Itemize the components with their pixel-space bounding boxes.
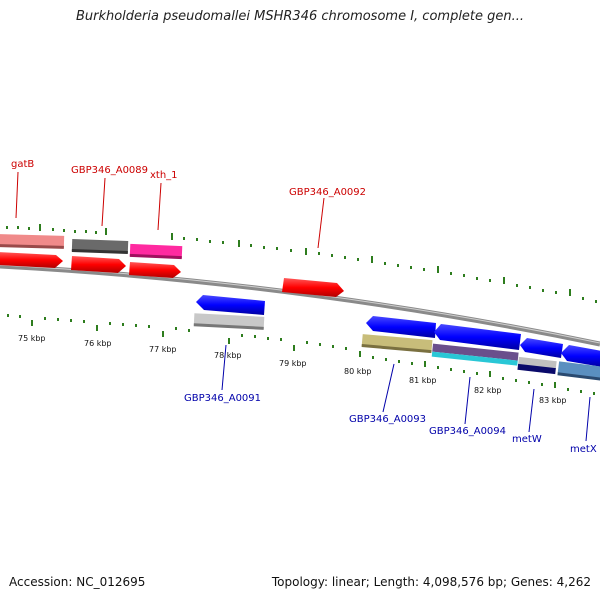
scale-label: 77 kbp: [149, 345, 177, 354]
metW-label[interactable]: metW: [512, 434, 542, 445]
scale-label: 83 kbp: [539, 396, 567, 405]
metX-gene[interactable]: [557, 361, 600, 381]
scale-label: 79 kbp: [279, 359, 307, 368]
scale-label: 78 kbp: [214, 351, 242, 360]
GBP346_A0093-gene[interactable]: [361, 334, 433, 354]
xth_1-leader-line: [157, 182, 162, 231]
map-title: Burkholderia pseudomallei MSHR346 chromo…: [75, 9, 525, 24]
GBP346_A0091-leader-line: [221, 344, 227, 391]
accession-info: Accession: NC_012695: [9, 575, 146, 589]
GBP346_A0089-leader-line: [101, 177, 106, 227]
gatB-leader-line: [15, 171, 19, 219]
gatB-cds-arrow[interactable]: [0, 252, 63, 268]
metW-cds-arrow[interactable]: [520, 338, 563, 358]
metW-gene[interactable]: [517, 356, 557, 375]
gatB-gene[interactable]: [0, 234, 65, 249]
GBP346_A0094-cds-arrow[interactable]: [434, 324, 521, 350]
GBP346_A0092-leader-line: [317, 197, 325, 249]
GBP346_A0094-label[interactable]: GBP346_A0094: [429, 426, 506, 437]
chromosome-backbone-highlight: [0, 264, 600, 344]
xth_1-cds-arrow[interactable]: [129, 262, 181, 278]
metW-leader-line: [528, 388, 535, 433]
scale-label: 80 kbp: [344, 367, 372, 376]
scale-labels: 75 kbp 76 kbp 77 kbp 78 kbp 79 kbp 80 kb…: [18, 334, 567, 405]
upper-tick-track: [6, 224, 597, 303]
GBP346_A0089-label[interactable]: GBP346_A0089: [71, 165, 148, 176]
reverse-gene-bars[interactable]: [193, 313, 600, 381]
scale-label: 75 kbp: [18, 334, 46, 343]
lower-tick-track: [7, 314, 595, 395]
GBP346_A0092-cds-arrow[interactable]: [282, 278, 344, 297]
GBP346_A0092-label[interactable]: GBP346_A0092: [289, 187, 366, 198]
GBP346_A0089-cds-arrow[interactable]: [71, 256, 126, 273]
reverse-gene-labels: GBP346_A0091 GBP346_A0093 GBP346_A0094 m…: [184, 344, 597, 455]
reverse-cds-arrows[interactable]: [196, 295, 600, 367]
GBP346_A0093-cds-arrow[interactable]: [366, 316, 436, 338]
metX-label[interactable]: metX: [570, 444, 597, 455]
chromosome-backbone: [0, 263, 600, 347]
GBP346_A0093-leader-line: [382, 363, 395, 413]
GBP346_A0091-label[interactable]: GBP346_A0091: [184, 393, 261, 404]
metX-leader-line: [585, 396, 591, 442]
gatB-label[interactable]: gatB: [11, 159, 34, 170]
GBP346_A0089-gene[interactable]: [71, 239, 129, 254]
topology-info: Topology: linear; Length: 4,098,576 bp; …: [271, 575, 591, 589]
forward-cds-arrows[interactable]: [0, 252, 344, 297]
forward-gene-labels: gatB GBP346_A0089 xth_1 GBP346_A0092: [11, 159, 366, 249]
GBP346_A0094-gene[interactable]: [431, 343, 519, 366]
scale-label: 76 kbp: [84, 339, 112, 348]
scale-label: 82 kbp: [474, 386, 502, 395]
GBP346_A0091-gene[interactable]: [193, 313, 265, 330]
metX-cds-arrow[interactable]: [561, 345, 600, 367]
forward-gene-bars[interactable]: [0, 234, 183, 260]
GBP346_A0093-label[interactable]: GBP346_A0093: [349, 414, 426, 425]
xth_1-gene[interactable]: [129, 243, 183, 260]
scale-label: 81 kbp: [409, 376, 437, 385]
GBP346_A0094-leader-line: [464, 376, 471, 425]
GBP346_A0091-cds-arrow[interactable]: [196, 295, 265, 315]
xth_1-label[interactable]: xth_1: [150, 170, 178, 181]
